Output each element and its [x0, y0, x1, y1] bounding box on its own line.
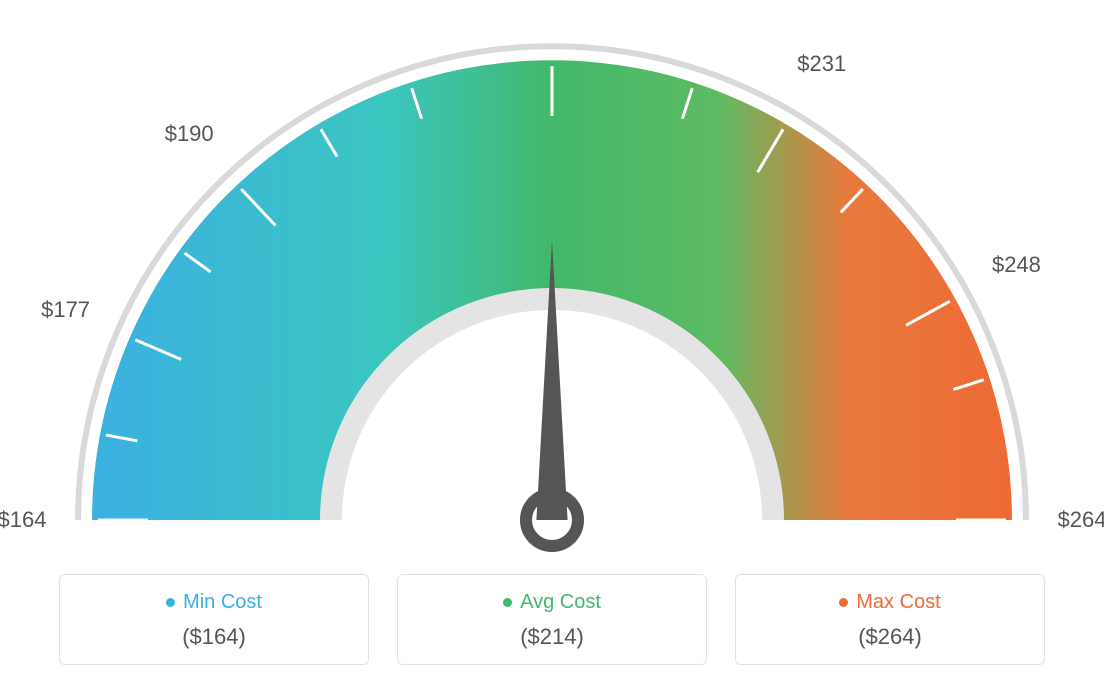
legend-card-avg: Avg Cost ($214) — [397, 574, 707, 665]
legend-value-max: ($264) — [736, 624, 1044, 650]
dot-icon — [839, 598, 848, 607]
legend-title-min: Min Cost — [60, 591, 368, 614]
gauge-svg — [0, 0, 1104, 560]
dot-icon — [503, 598, 512, 607]
legend-title-text: Avg Cost — [520, 591, 601, 613]
gauge-tick-label: $214 — [528, 0, 577, 3]
gauge-tick-label: $264 — [1058, 507, 1104, 533]
gauge-chart: $164 $177 $190 $214 $231 $248 $264 — [0, 0, 1104, 560]
gauge-tick-label: $177 — [41, 297, 90, 323]
legend-title-text: Max Cost — [856, 591, 940, 613]
gauge-tick-label: $190 — [165, 121, 214, 147]
legend-title-avg: Avg Cost — [398, 591, 706, 614]
legend-title-max: Max Cost — [736, 591, 1044, 614]
legend-card-min: Min Cost ($164) — [59, 574, 369, 665]
gauge-tick-label: $248 — [992, 252, 1041, 278]
legend-row: Min Cost ($164) Avg Cost ($214) Max Cost… — [0, 574, 1104, 665]
dot-icon — [166, 598, 175, 607]
gauge-tick-label: $231 — [797, 51, 846, 77]
legend-title-text: Min Cost — [183, 591, 262, 613]
legend-value-min: ($164) — [60, 624, 368, 650]
legend-value-avg: ($214) — [398, 624, 706, 650]
legend-card-max: Max Cost ($264) — [735, 574, 1045, 665]
gauge-tick-label: $164 — [0, 507, 46, 533]
